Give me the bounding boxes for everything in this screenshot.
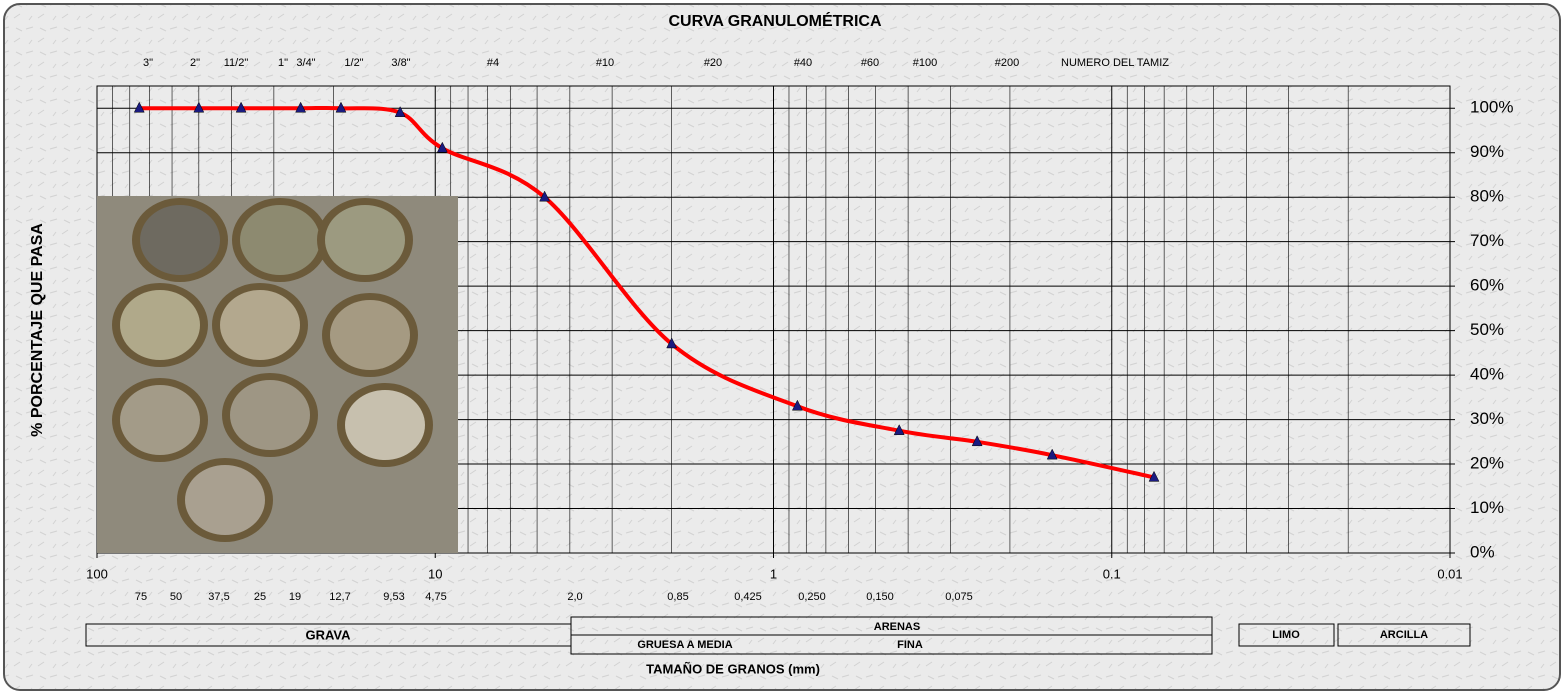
y-tick-label: 40% xyxy=(1470,365,1504,384)
x-tick-label: 100 xyxy=(86,566,108,581)
classification xyxy=(85,616,1471,655)
point xyxy=(235,101,247,113)
y-tick-label: 80% xyxy=(1470,187,1504,206)
y-tick-label: 100% xyxy=(1470,98,1513,117)
sieve-name: 11/2" xyxy=(224,57,249,69)
y-tick-label: 10% xyxy=(1470,498,1504,517)
sieve-size: 37,5 xyxy=(208,591,229,603)
y-tick-label: 20% xyxy=(1470,454,1504,473)
box xyxy=(1337,623,1471,647)
x-tick-label: 1 xyxy=(770,566,777,581)
point xyxy=(335,101,347,113)
sieve-size: 0,250 xyxy=(798,591,826,603)
point xyxy=(539,190,551,202)
y-tick-label: 70% xyxy=(1470,231,1504,250)
sieve-size: 0,425 xyxy=(734,591,762,603)
y-tick-label: 60% xyxy=(1470,276,1504,295)
sieve-name: 1" xyxy=(278,57,288,69)
sieve-content xyxy=(325,205,405,275)
photo xyxy=(97,196,458,553)
sieve-size: 12,7 xyxy=(329,591,350,603)
point xyxy=(666,337,678,349)
sieve-size: 2,0 xyxy=(567,591,582,603)
sieve-size: 75 xyxy=(135,591,147,603)
sieve-name: 1/2" xyxy=(344,57,363,69)
sieve-size: 19 xyxy=(289,591,301,603)
sieve-name: #20 xyxy=(704,57,722,69)
x-tick-label: 10 xyxy=(428,566,442,581)
y-tick-label: 90% xyxy=(1470,142,1504,161)
sieve-name: #4 xyxy=(487,57,499,69)
y-axis-label: % PORCENTAJE QUE PASA xyxy=(29,223,46,437)
sieve-size: 0,150 xyxy=(866,591,894,603)
point xyxy=(295,101,307,113)
class-label: ARENAS xyxy=(874,621,920,633)
point xyxy=(133,101,145,113)
class-label: GRUESA A MEDIA xyxy=(637,639,732,651)
chart-title: CURVA GRANULOMÉTRICA xyxy=(668,11,881,30)
sieve-name: #10 xyxy=(596,57,614,69)
sieve-content xyxy=(185,465,265,535)
y-tick-label: 50% xyxy=(1470,320,1504,339)
box xyxy=(1238,623,1335,647)
sieve-size: 0,075 xyxy=(945,591,973,603)
sieve-content xyxy=(345,390,425,460)
point xyxy=(436,141,448,153)
point xyxy=(893,424,905,435)
sieve-size: 25 xyxy=(254,591,266,603)
sieve-name: 3/4" xyxy=(296,57,315,69)
sieve-content xyxy=(330,300,410,370)
sieve-content xyxy=(120,290,200,360)
y-tick-label: 30% xyxy=(1470,409,1504,428)
sieve-size: 4,75 xyxy=(425,591,446,603)
sieve-size: 0,85 xyxy=(667,591,688,603)
sieve-name: 3" xyxy=(143,57,153,69)
sieve-content xyxy=(120,385,200,455)
sieve-content xyxy=(220,290,300,360)
sieve-content xyxy=(140,205,220,275)
sieve-content xyxy=(230,380,310,450)
x-tick-label: 0.01 xyxy=(1437,566,1462,581)
x-tick-label: 0.1 xyxy=(1103,566,1121,581)
sieve-name: #100 xyxy=(913,57,937,69)
sieve-name: 3/8" xyxy=(391,57,410,69)
sieve-size: 50 xyxy=(170,591,182,603)
sieve-size: 9,53 xyxy=(383,591,404,603)
sieve-name: #40 xyxy=(794,57,812,69)
point xyxy=(971,435,983,447)
point xyxy=(1148,470,1160,482)
sieve-name: #60 xyxy=(861,57,879,69)
sieve-name: 2" xyxy=(190,57,200,69)
class-label: ARCILLA xyxy=(1380,629,1428,641)
class-label: LIMO xyxy=(1272,629,1300,641)
point xyxy=(791,399,803,411)
class-label: FINA xyxy=(897,639,923,651)
point xyxy=(394,106,406,117)
sieve-content xyxy=(240,205,320,275)
point xyxy=(193,101,205,113)
point xyxy=(1046,448,1058,460)
box xyxy=(570,634,1213,655)
x-axis-label: TAMAÑO DE GRANOS (mm) xyxy=(646,661,820,676)
sieve-name: #200 xyxy=(995,57,1019,69)
class-label: GRAVA xyxy=(305,627,351,642)
y-tick-label: 0% xyxy=(1470,542,1495,561)
sieve-header: NUMERO DEL TAMIZ xyxy=(1061,57,1169,69)
